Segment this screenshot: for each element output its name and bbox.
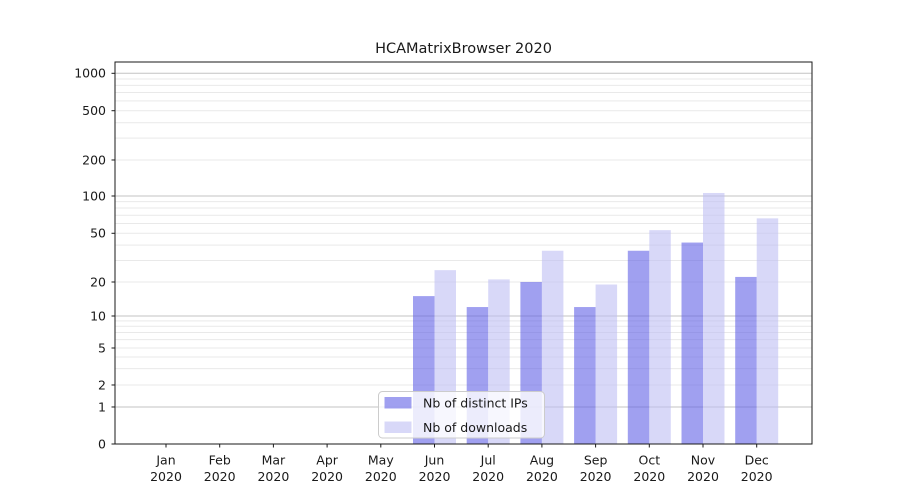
y-tick-label-1: 1 [98,399,106,414]
x-tick-year: 2020 [419,469,451,484]
x-tick-month: Jan [155,453,175,468]
x-tick-year: 2020 [257,469,289,484]
x-tick-year: 2020 [472,469,504,484]
x-tick-label-nov: Nov 2020 [687,453,719,485]
legend-label-nb-of-downloads: Nb of downloads [423,420,527,435]
x-tick-month: Nov [691,453,716,468]
x-tick-label-apr: Apr 2020 [311,453,343,485]
y-tick-label-50: 50 [90,226,106,241]
y-tick-label-0: 0 [98,436,106,451]
bar-sep-nb-of-downloads [595,284,618,444]
x-tick-month: Aug [530,453,554,468]
x-tick-label-dec: Dec 2020 [741,453,773,485]
bar-oct-nb-of-distinct-ips [627,250,650,444]
bar-oct-nb-of-downloads [649,230,671,444]
x-tick-year: 2020 [311,469,343,484]
chart-title: HCAMatrixBrowser 2020 [375,41,552,57]
x-tick-month: Jun [424,453,445,468]
x-tick-year: 2020 [365,469,397,484]
legend-swatch-nb-of-downloads [384,421,412,433]
x-tick-label-mar: Mar 2020 [257,453,289,485]
y-tick-label-1000: 1000 [74,66,106,81]
x-tick-month: Apr [316,453,338,468]
bar-nov-nb-of-distinct-ips [681,242,703,444]
y-tick-label-10: 10 [90,308,106,323]
y-tick-label-500: 500 [82,103,106,118]
x-tick-label-sep: Sep 2020 [580,453,612,485]
x-tick-label-jun: Jun 2020 [419,453,451,485]
x-tick-year: 2020 [687,469,719,484]
x-tick-label-oct: Oct 2020 [633,453,665,485]
y-tick-label-20: 20 [90,274,106,289]
x-tick-year: 2020 [526,469,558,484]
x-tick-month: Jul [480,453,496,468]
x-tick-month: Dec [745,453,769,468]
legend-swatch-nb-of-distinct-ips [384,397,412,409]
legend: Nb of distinct IPs Nb of downloads [378,391,545,439]
x-tick-label-feb: Feb 2020 [204,453,236,485]
x-tick-year: 2020 [204,469,236,484]
y-tick-label-2: 2 [98,377,106,392]
x-tick-month: Sep [584,453,608,468]
bar-dec-nb-of-downloads [756,218,779,444]
x-tick-month: Oct [638,453,660,468]
y-tick-label-5: 5 [98,340,106,355]
x-tick-year: 2020 [150,469,182,484]
bar-sep-nb-of-distinct-ips [574,307,596,444]
x-tick-year: 2020 [580,469,612,484]
legend-label-nb-of-distinct-ips: Nb of distinct IPs [423,396,528,411]
plot-border [114,61,813,445]
bar-nov-nb-of-downloads [703,192,725,444]
x-tick-year: 2020 [633,469,665,484]
x-tick-label-aug: Aug 2020 [526,453,558,485]
bar-dec-nb-of-distinct-ips [735,276,757,444]
y-tick-label-100: 100 [82,188,106,203]
x-tick-month: May [368,453,394,468]
x-tick-label-jul: Jul 2020 [472,453,504,485]
x-tick-month: Feb [209,453,231,468]
x-tick-month: Mar [262,453,286,468]
x-tick-label-may: May 2020 [365,453,397,485]
x-tick-label-jan: Jan 2020 [150,453,182,485]
bar-aug-nb-of-downloads [541,250,564,444]
y-tick-label-200: 200 [82,152,106,167]
x-tick-year: 2020 [741,469,773,484]
legend-box [378,391,545,439]
